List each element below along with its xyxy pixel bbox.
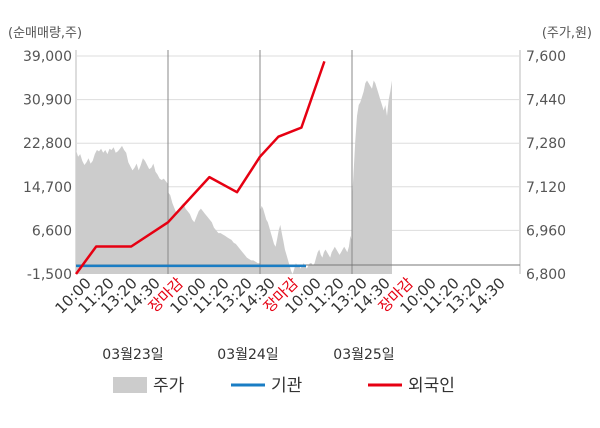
date-label: 03월23일 <box>102 347 163 363</box>
left-tick-label: 6,600 <box>32 223 72 239</box>
left-axis-label: (순매매량,주) <box>8 26 82 41</box>
right-tick-label: 6,960 <box>526 223 566 239</box>
legend-label: 기관 <box>271 376 302 396</box>
left-tick-label: 30,900 <box>23 93 72 109</box>
price-area-day-1 <box>76 145 168 274</box>
right-tick-label: 7,600 <box>526 49 566 65</box>
foreign-line <box>74 60 326 275</box>
legend-label: 주가 <box>153 376 185 396</box>
date-label: 03월24일 <box>217 347 278 363</box>
price-area-day-4 <box>352 80 392 274</box>
x-axis-ticks: 10:0011:2013:2014:30장마감10:0011:2013:2014… <box>52 274 509 317</box>
left-tick-label: -1,500 <box>27 267 72 283</box>
right-axis-label: (주가,원) <box>542 26 592 41</box>
left-tick-label: 39,000 <box>23 49 72 65</box>
right-axis-ticks: 7,600 7,440 7,280 7,120 6,960 6,800 <box>526 49 566 283</box>
right-tick-label: 7,280 <box>526 136 566 152</box>
legend: 주가 기관 외국인 <box>113 376 455 396</box>
left-tick-label: 22,800 <box>23 136 72 152</box>
date-label: 03월25일 <box>333 347 394 363</box>
right-tick-label: 7,440 <box>526 93 566 109</box>
legend-swatch-price <box>113 377 147 393</box>
date-labels: 03월23일 03월24일 03월25일 <box>102 347 394 363</box>
legend-label: 외국인 <box>408 376 455 396</box>
left-tick-label: 14,700 <box>23 180 72 196</box>
price-area-day-2 <box>168 192 260 274</box>
series-lines <box>74 60 326 275</box>
price-area <box>76 80 392 274</box>
price-area-day-3 <box>260 205 352 274</box>
right-tick-label: 7,120 <box>526 180 566 196</box>
right-tick-label: 6,800 <box>526 267 566 283</box>
left-axis-ticks: 39,000 30,900 22,800 14,700 6,600 -1,500 <box>23 49 72 283</box>
